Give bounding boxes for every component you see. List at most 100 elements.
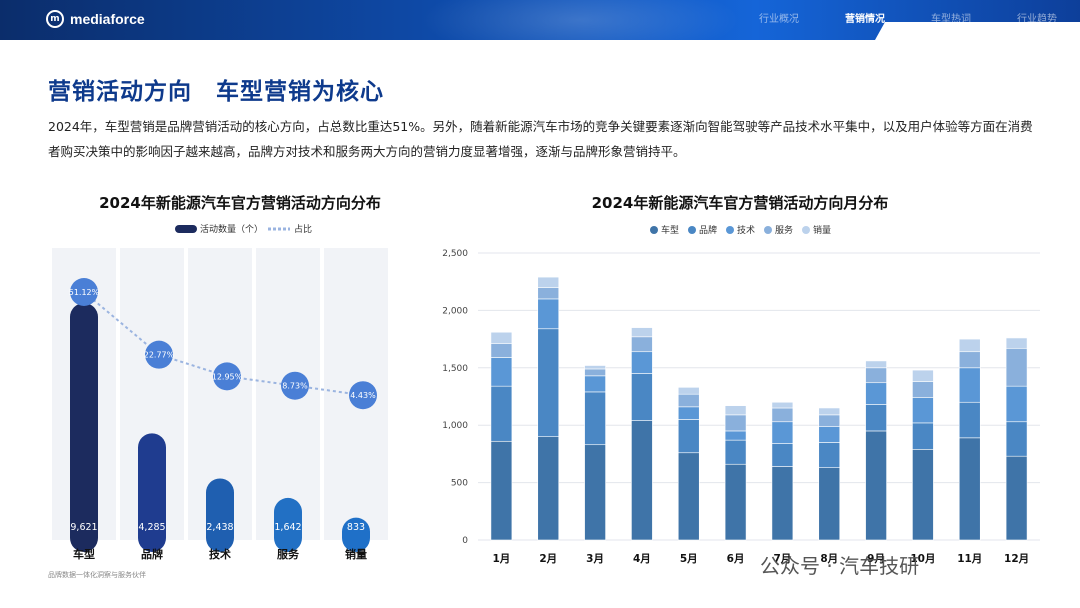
bar-2月-品牌	[537, 328, 560, 437]
bar-8月-车型	[818, 467, 841, 541]
legend-label-车型: 车型	[661, 224, 679, 236]
legend-label-销量: 销量	[813, 224, 831, 236]
bar-9月-销量	[865, 360, 887, 369]
bar-3月-服务	[584, 368, 606, 377]
bar-7月-品牌	[771, 443, 794, 467]
legend-label-品牌: 品牌	[699, 224, 717, 236]
share-label-服务: 8.73%	[282, 382, 308, 391]
brand-logo: m mediaforce	[46, 10, 145, 28]
share-label-品牌: 22.77%	[144, 351, 175, 360]
y-tick-2500: 2,500	[442, 249, 468, 259]
bar-8月-技术	[818, 426, 841, 443]
nav-tab-1[interactable]: 营销情况	[845, 14, 885, 25]
legend-label-技术: 技术	[737, 224, 755, 236]
left-chart-title: 2024年新能源汽车官方营销活动方向分布	[99, 194, 381, 212]
bar-12月-销量	[1005, 337, 1028, 349]
bar-6月-车型	[724, 463, 747, 541]
bar-1月-服务	[490, 343, 513, 358]
x-label-8月: 8月	[820, 553, 838, 565]
nav-tab-3[interactable]: 行业趋势	[1017, 14, 1057, 25]
top-header-band: m mediaforce 行业概况 营销情况 车型热词 行业趋势	[0, 0, 1080, 40]
bar-3月-品牌	[584, 391, 606, 446]
bar-9月-服务	[865, 367, 887, 384]
legend-dot-品牌	[688, 226, 696, 234]
bar-6月-服务	[724, 414, 747, 432]
bar-2月-车型	[537, 436, 560, 541]
share-bubble-销量	[349, 381, 377, 410]
bar-4月-品牌	[631, 373, 653, 421]
bar-品牌	[138, 433, 166, 552]
bar-9月-品牌	[865, 404, 887, 432]
bar-5月-销量	[677, 387, 700, 395]
category-label-品牌: 品牌	[141, 547, 163, 561]
bar-10月-技术	[912, 397, 934, 424]
bar-1月-车型	[490, 440, 513, 541]
category-label-车型: 车型	[73, 547, 95, 561]
bar-11月-品牌	[958, 401, 981, 439]
bar-8月-服务	[818, 414, 841, 427]
bar-1月-销量	[490, 331, 513, 344]
x-label-3月: 3月	[586, 553, 604, 565]
bar-销量	[342, 517, 370, 552]
share-bubble-服务	[281, 371, 309, 400]
bar-车型	[70, 303, 98, 552]
bar-11月-服务	[958, 351, 981, 369]
bar-12月-服务	[1005, 347, 1028, 387]
bar-7月-车型	[771, 466, 794, 541]
share-label-销量: 4.43%	[350, 391, 376, 400]
bar-8月-品牌	[818, 442, 841, 468]
x-label-12月: 12月	[1004, 553, 1029, 565]
bar-3月-车型	[584, 444, 606, 541]
legend-label-服务: 服务	[775, 224, 793, 236]
bar-11月-销量	[958, 338, 981, 353]
bar-value-服务: 1,642	[274, 522, 301, 533]
bar-5月-品牌	[677, 419, 700, 454]
share-label-技术: 12.95%	[212, 372, 243, 381]
bar-1月-技术	[490, 357, 513, 387]
bar-12月-技术	[1005, 385, 1028, 423]
bar-服务	[274, 497, 302, 552]
bar-2月-技术	[537, 298, 560, 330]
bar-4月-技术	[631, 351, 653, 374]
bar-6月-销量	[724, 405, 747, 416]
bar-1月-品牌	[490, 385, 513, 442]
bar-5月-服务	[677, 393, 700, 408]
bar-8月-销量	[818, 407, 841, 416]
bar-value-车型: 9,621	[70, 522, 97, 533]
bar-9月-技术	[865, 382, 887, 405]
x-label-10月: 10月	[910, 553, 935, 565]
page-description: 2024年，车型营销是品牌营销活动的核心方向，占总数比重达51%。另外，随着新能…	[48, 119, 1033, 159]
logo-text: mediaforce	[70, 11, 145, 27]
nav-tab-0[interactable]: 行业概况	[759, 14, 799, 25]
bar-4月-服务	[631, 336, 653, 353]
legend-dot-技术	[726, 226, 734, 234]
watermark-text: 公众号 · 汽车技研	[760, 554, 920, 578]
bar-10月-服务	[912, 381, 934, 398]
bar-6月-技术	[724, 430, 747, 441]
legend-swatch-count	[175, 225, 197, 233]
y-tick-500: 500	[451, 479, 468, 489]
section-nav: 行业概况 营销情况 车型热词 行业趋势	[736, 0, 1080, 40]
category-label-技术: 技术	[209, 547, 231, 561]
x-label-4月: 4月	[633, 553, 651, 565]
bar-4月-车型	[631, 420, 653, 541]
legend-label-count: 活动数量（个）	[200, 223, 263, 235]
legend-dot-销量	[802, 226, 810, 234]
bar-11月-车型	[958, 437, 981, 541]
bar-3月-技术	[584, 375, 606, 393]
bar-6月-品牌	[724, 439, 747, 465]
category-label-服务: 服务	[277, 547, 300, 561]
bar-7月-技术	[771, 421, 794, 444]
bar-7月-服务	[771, 407, 794, 423]
x-label-7月: 7月	[774, 553, 792, 565]
x-label-11月: 11月	[957, 553, 982, 565]
nav-tab-2[interactable]: 车型热词	[931, 14, 971, 25]
x-label-5月: 5月	[680, 553, 698, 565]
source-note: 品牌数据一体化洞察与服务伙伴	[48, 571, 146, 579]
bar-7月-销量	[771, 401, 794, 409]
bar-5月-技术	[677, 406, 700, 420]
bar-12月-品牌	[1005, 421, 1028, 457]
legend-dot-车型	[650, 226, 658, 234]
y-tick-0: 0	[462, 536, 468, 546]
